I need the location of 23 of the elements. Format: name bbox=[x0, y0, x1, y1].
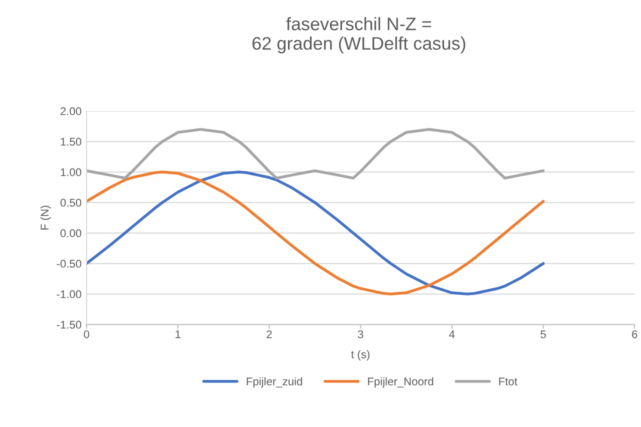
y-tick-label: 1.50 bbox=[60, 138, 82, 146]
y-tick-label: -0.50 bbox=[56, 260, 82, 268]
legend-label: Ftot bbox=[499, 378, 518, 386]
y-tick-label: 0.00 bbox=[60, 229, 82, 238]
y-tick-label: 1.00 bbox=[60, 168, 82, 176]
line-series bbox=[86, 170, 545, 296]
x-tick-label: 2 bbox=[266, 330, 272, 338]
x-tick-label: 6 bbox=[632, 330, 638, 338]
line-series bbox=[86, 128, 545, 180]
x-axis-title: t (s) bbox=[351, 350, 370, 360]
x-tick-label: 0 bbox=[84, 330, 90, 338]
x-tick-label: 4 bbox=[449, 330, 455, 338]
y-axis-title: F (N) bbox=[40, 206, 51, 230]
x-tick-label: 3 bbox=[358, 330, 364, 338]
y-tick-label: 0.50 bbox=[60, 198, 82, 207]
y-tick-label: 2.00 bbox=[60, 107, 82, 116]
legend-label: Fpijler_Noord bbox=[368, 377, 434, 388]
chart-title: faseverschil N-Z = 62 graden (WLDelft casus) bbox=[252, 17, 466, 54]
legend-label: Fpijler_zuid bbox=[246, 377, 302, 388]
y-tick-label: -1.00 bbox=[56, 290, 82, 298]
y-tick-label: -1.50 bbox=[56, 320, 82, 329]
x-tick-label: 5 bbox=[540, 330, 546, 338]
x-tick-label: 1 bbox=[176, 330, 180, 338]
